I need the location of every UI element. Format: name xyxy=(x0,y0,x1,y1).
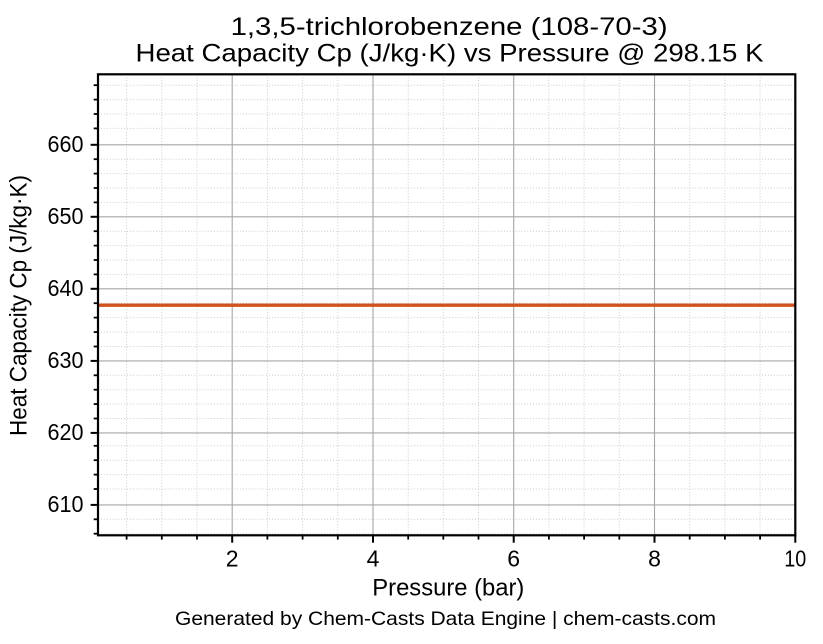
svg-text:650: 650 xyxy=(48,203,84,229)
svg-text:620: 620 xyxy=(48,419,84,445)
svg-text:630: 630 xyxy=(48,347,84,373)
svg-text:660: 660 xyxy=(48,131,84,157)
svg-text:10: 10 xyxy=(784,546,806,572)
svg-text:640: 640 xyxy=(48,275,84,301)
svg-text:Generated by Chem-Casts Data E: Generated by Chem-Casts Data Engine | ch… xyxy=(175,609,716,630)
svg-text:6: 6 xyxy=(507,546,520,572)
svg-text:Heat Capacity Cp (J/kg·K) vs P: Heat Capacity Cp (J/kg·K) vs Pressure @ … xyxy=(136,39,764,67)
svg-text:1,3,5-trichlorobenzene (108-70: 1,3,5-trichlorobenzene (108-70-3) xyxy=(231,13,668,41)
svg-text:4: 4 xyxy=(367,546,380,572)
svg-text:610: 610 xyxy=(48,491,84,517)
svg-text:2: 2 xyxy=(226,546,239,572)
svg-text:Heat Capacity Cp (J/kg·K): Heat Capacity Cp (J/kg·K) xyxy=(7,175,33,436)
svg-text:Pressure (bar): Pressure (bar) xyxy=(372,574,524,601)
svg-text:8: 8 xyxy=(648,546,661,572)
